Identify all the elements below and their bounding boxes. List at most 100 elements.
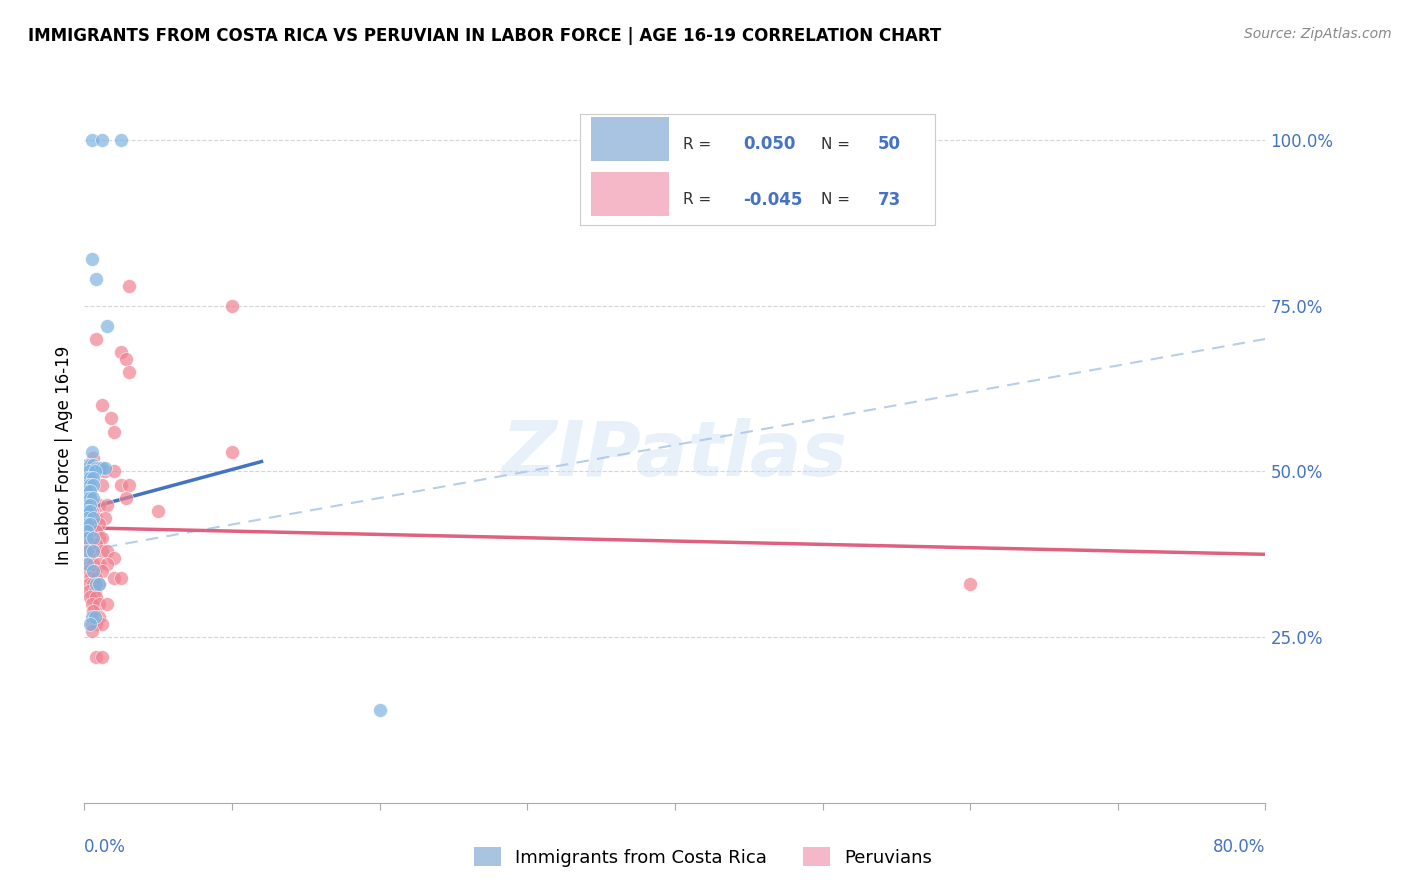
- Point: [84, 332, 107, 346]
- Point: [94, 465, 117, 479]
- Point: [77, 465, 100, 479]
- Point: [118, 365, 141, 379]
- Point: [110, 133, 132, 147]
- Point: [79, 498, 101, 512]
- Point: [79, 458, 101, 472]
- Point: [84, 511, 107, 525]
- Point: [91, 564, 114, 578]
- Point: [82, 491, 104, 505]
- Point: [91, 461, 114, 475]
- Y-axis label: In Labor Force | Age 16-19: In Labor Force | Age 16-19: [55, 345, 73, 565]
- Point: [84, 461, 107, 475]
- Point: [96, 544, 118, 558]
- Point: [87, 531, 111, 545]
- Point: [80, 133, 103, 147]
- Point: [96, 558, 118, 572]
- Point: [80, 597, 103, 611]
- Point: [110, 570, 132, 584]
- Point: [76, 477, 98, 491]
- Point: [83, 583, 105, 598]
- Point: [82, 511, 104, 525]
- Text: ZIPatlas: ZIPatlas: [502, 418, 848, 491]
- Point: [87, 465, 111, 479]
- Point: [87, 577, 111, 591]
- Text: 0.0%: 0.0%: [84, 838, 127, 856]
- Point: [76, 517, 98, 532]
- Point: [79, 524, 101, 538]
- Point: [83, 564, 105, 578]
- Point: [82, 544, 104, 558]
- Point: [368, 703, 391, 717]
- Point: [77, 531, 100, 545]
- Point: [103, 550, 125, 565]
- Text: Source: ZipAtlas.com: Source: ZipAtlas.com: [1244, 27, 1392, 41]
- Text: IMMIGRANTS FROM COSTA RICA VS PERUVIAN IN LABOR FORCE | AGE 16-19 CORRELATION CH: IMMIGRANTS FROM COSTA RICA VS PERUVIAN I…: [28, 27, 942, 45]
- Point: [103, 425, 125, 439]
- Point: [79, 484, 101, 499]
- Point: [87, 517, 111, 532]
- Point: [94, 511, 117, 525]
- Point: [87, 597, 111, 611]
- Point: [80, 610, 103, 624]
- Point: [82, 517, 104, 532]
- Point: [91, 531, 114, 545]
- Point: [80, 504, 103, 518]
- Point: [76, 558, 98, 572]
- Point: [79, 471, 101, 485]
- Text: 80.0%: 80.0%: [1213, 838, 1265, 856]
- Point: [82, 477, 104, 491]
- Point: [82, 531, 104, 545]
- Point: [83, 610, 105, 624]
- Point: [79, 616, 101, 631]
- Point: [82, 564, 104, 578]
- Point: [76, 544, 98, 558]
- Point: [91, 544, 114, 558]
- Point: [84, 591, 107, 605]
- Point: [84, 577, 107, 591]
- Point: [82, 458, 104, 472]
- Point: [76, 458, 98, 472]
- Point: [148, 504, 170, 518]
- Point: [80, 616, 103, 631]
- Point: [84, 570, 107, 584]
- Point: [77, 558, 100, 572]
- Point: [91, 616, 114, 631]
- Point: [76, 531, 98, 545]
- Point: [221, 444, 243, 458]
- Point: [91, 650, 114, 665]
- Point: [118, 279, 141, 293]
- Point: [77, 544, 100, 558]
- Point: [77, 577, 100, 591]
- Point: [94, 461, 117, 475]
- Point: [110, 345, 132, 359]
- Point: [76, 504, 98, 518]
- Point: [82, 471, 104, 485]
- Point: [84, 616, 107, 631]
- Point: [84, 650, 107, 665]
- Point: [79, 570, 101, 584]
- Point: [77, 583, 100, 598]
- Point: [77, 537, 100, 551]
- Point: [84, 272, 107, 286]
- Point: [959, 577, 981, 591]
- Point: [87, 577, 111, 591]
- Point: [87, 461, 111, 475]
- Point: [114, 491, 136, 505]
- Point: [82, 544, 104, 558]
- Point: [76, 524, 98, 538]
- Point: [76, 498, 98, 512]
- Point: [79, 517, 101, 532]
- Point: [118, 477, 141, 491]
- Point: [96, 597, 118, 611]
- Point: [96, 498, 118, 512]
- Point: [114, 351, 136, 366]
- Point: [80, 624, 103, 638]
- Point: [82, 577, 104, 591]
- Point: [79, 491, 101, 505]
- Point: [83, 465, 105, 479]
- Point: [100, 411, 122, 425]
- Point: [76, 471, 98, 485]
- Point: [82, 604, 104, 618]
- Point: [103, 570, 125, 584]
- Point: [80, 444, 103, 458]
